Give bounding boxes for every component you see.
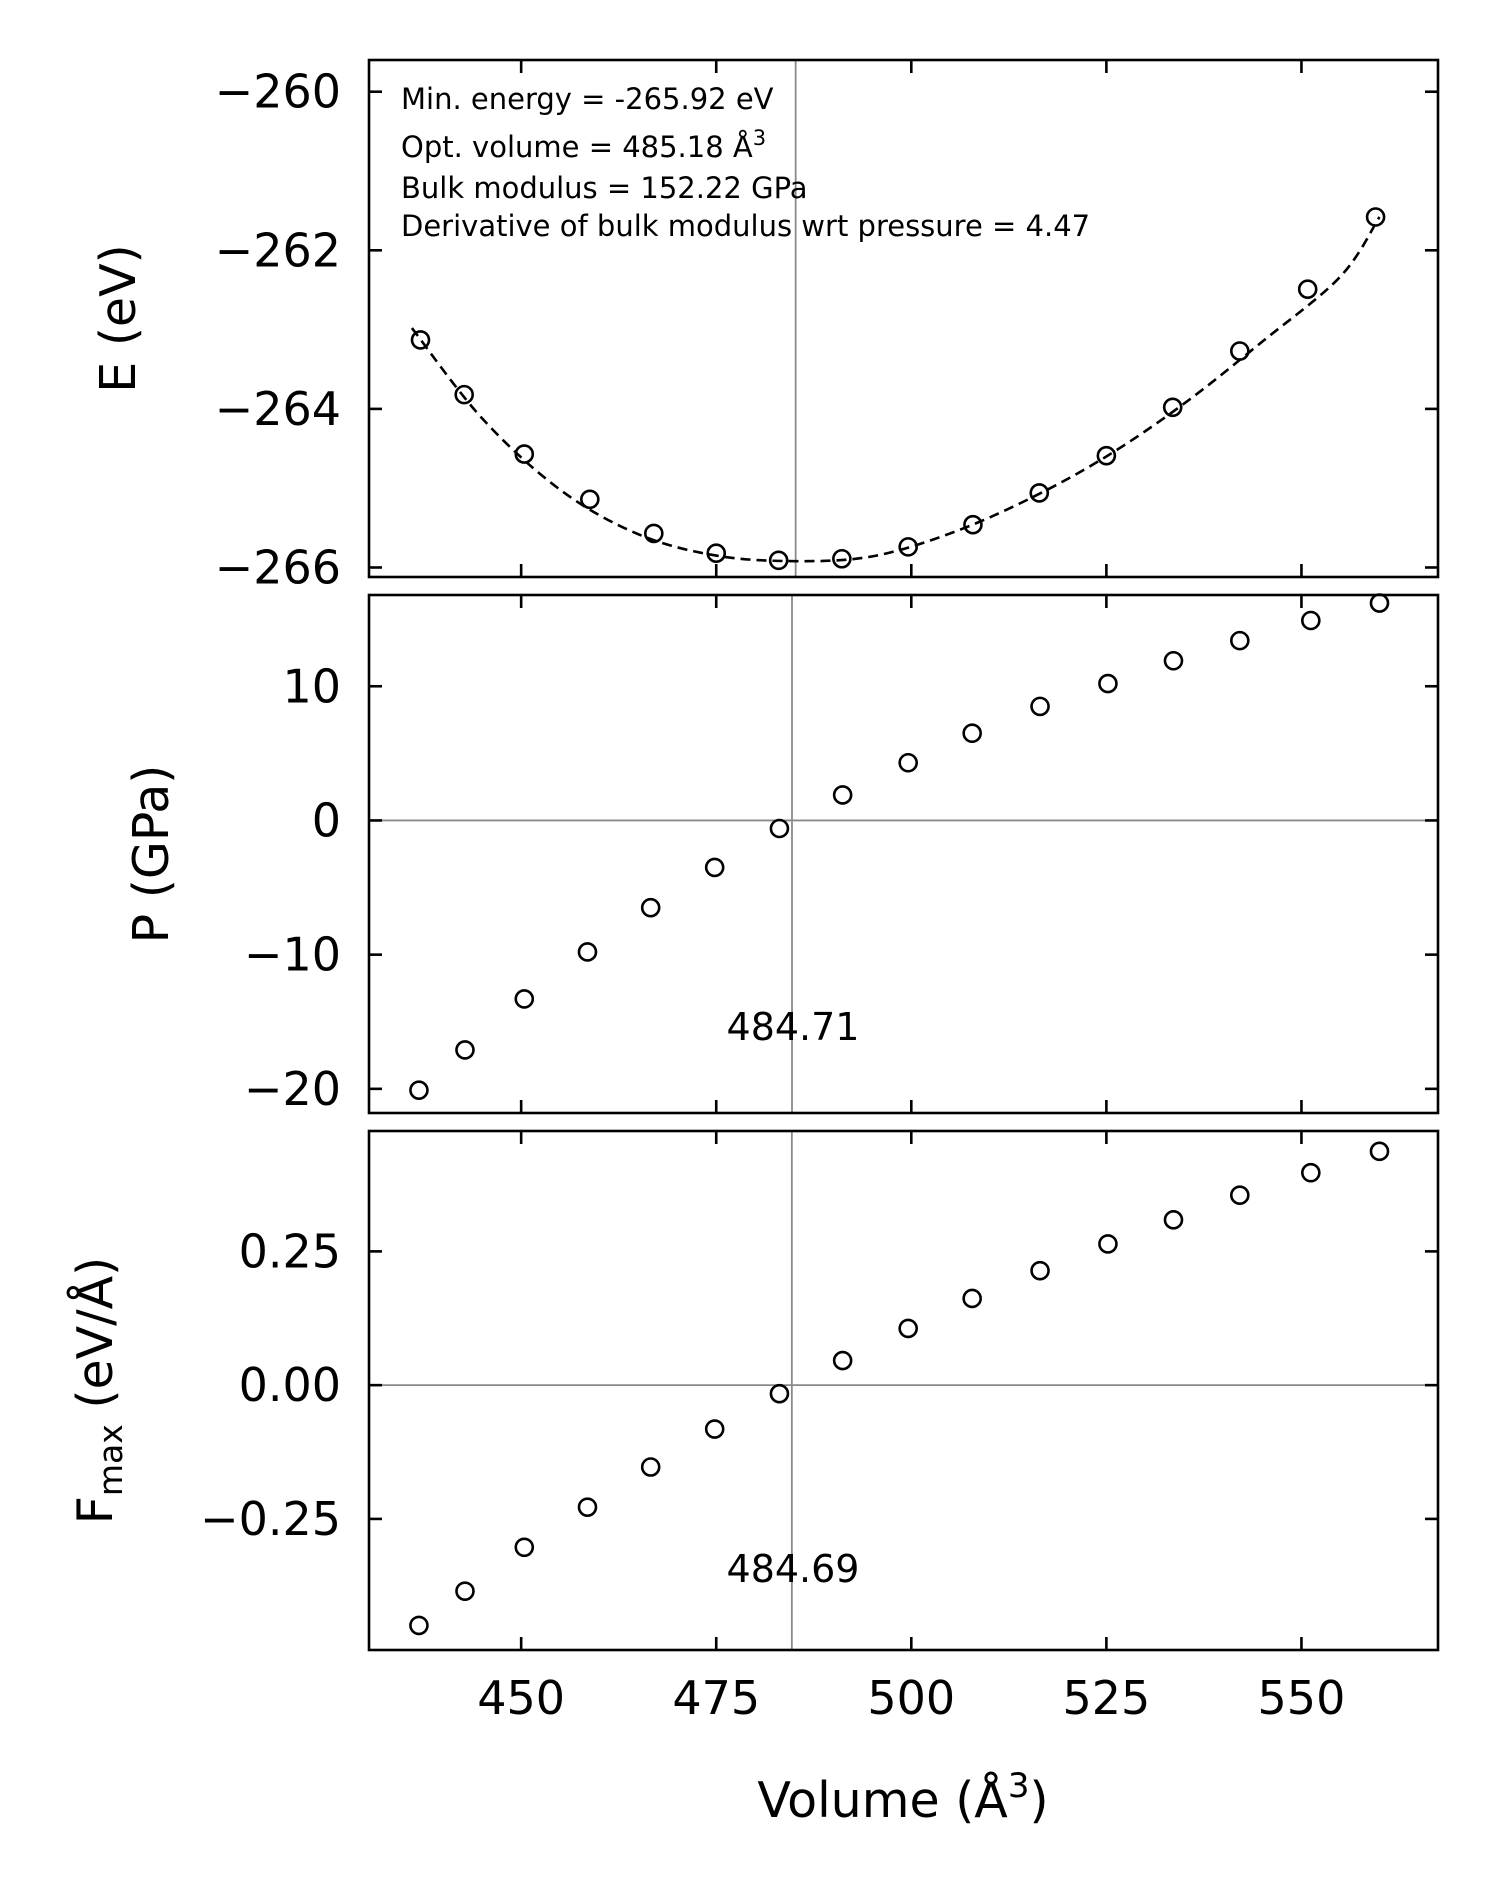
energy-data-point [768, 550, 789, 571]
energy-data-point [1029, 483, 1050, 503]
pressure-data-point [1230, 630, 1250, 651]
energy-data-point [1230, 341, 1250, 361]
force-y-tick-label: 0.00 [239, 1358, 341, 1412]
pressure-data-point [898, 752, 918, 773]
energy-y-tick-label: −266 [215, 540, 341, 594]
force-data-point [1369, 1141, 1390, 1162]
pressure-data-point [514, 989, 535, 1009]
force-crossing-label: 484.69 [727, 1547, 860, 1591]
energy-data-point [410, 330, 431, 350]
pressure-data-point [455, 1040, 475, 1060]
pressure-data-point [962, 723, 982, 744]
force-data-point [962, 1288, 982, 1309]
energy-y-tick-label: −262 [215, 223, 341, 277]
pressure-data-point [577, 942, 598, 962]
force-y-axis-label-units: (eV/Å) [65, 1257, 124, 1425]
force-data-point [577, 1497, 598, 1517]
force-plot-frame [367, 1129, 1440, 1652]
energy-data-point [1365, 207, 1386, 227]
pressure-y-axis-label: P (GPa) [123, 765, 180, 944]
force-panel: 0.25 0.00 −0.25 450 475 500 525 550 Fmax (eV/Å… [65, 1129, 1440, 1829]
x-tick-label: 475 [672, 1671, 760, 1725]
x-tick-label: 550 [1258, 1671, 1346, 1725]
energy-data-point [1096, 445, 1117, 466]
pressure-data-point [640, 897, 661, 918]
force-data-point [832, 1350, 853, 1371]
pressure-crossing-label: 484.71 [727, 1005, 860, 1049]
force-data-point [455, 1581, 475, 1601]
pressure-data-point [1163, 650, 1184, 671]
x-tick-label: 450 [477, 1671, 565, 1725]
force-y-tick-label: 0.25 [239, 1224, 341, 1278]
pressure-data-point [704, 857, 725, 878]
force-y-axis-label: Fmax (eV/Å) [65, 1257, 130, 1525]
force-y-tick-label: −0.25 [200, 1492, 341, 1546]
pressure-data-point [1301, 610, 1321, 631]
force-y-axis-label-subscript: max [91, 1424, 130, 1496]
pressure-data-point [769, 818, 790, 839]
energy-data-point [706, 543, 727, 564]
pressure-y-tick-label: 0 [312, 793, 341, 847]
force-data-point [1301, 1162, 1321, 1183]
force-data-point [1030, 1260, 1050, 1281]
x-tick-label: 500 [867, 1671, 955, 1725]
energy-fit-curve [410, 216, 1381, 563]
energy-y-axis-label: E (eV) [90, 244, 147, 392]
energy-data-point [963, 514, 983, 535]
annotation-opt-volume-superscript: 3 [753, 126, 766, 150]
energy-data-point [832, 548, 852, 569]
force-data-point [1163, 1210, 1184, 1230]
pressure-y-tick-label: 10 [282, 659, 341, 713]
force-data-point [704, 1419, 725, 1439]
energy-data-point [580, 489, 600, 510]
energy-plot-frame [367, 58, 1440, 579]
energy-data-point [1297, 279, 1318, 299]
annotation-bulk-modulus-derivative: Derivative of bulk modulus wrt pressure … [401, 209, 1090, 243]
force-data-point [898, 1318, 918, 1339]
pressure-data-point [832, 785, 853, 805]
x-tick-label: 525 [1062, 1671, 1150, 1725]
x-axis-label: Volume (Å3) [757, 1766, 1048, 1829]
annotation-opt-volume-text: Opt. volume = 485.18 Å [401, 130, 753, 164]
energy-y-tick-label: −260 [215, 65, 341, 119]
force-data-point [514, 1537, 535, 1558]
fit-annotation: Min. energy = -265.92 eV Opt. volume = 4… [401, 82, 1090, 243]
energy-panel: −260 −262 −264 −266 E (eV) Min. energy = -2… [90, 58, 1440, 594]
energy-data-point [514, 444, 535, 464]
pressure-data-point [1030, 696, 1050, 717]
force-data-point [640, 1457, 661, 1477]
pressure-data-point [1098, 673, 1118, 694]
pressure-plot-frame [367, 593, 1440, 1115]
x-axis-label-close: ) [1029, 1772, 1048, 1829]
pressure-y-tick-label: −20 [244, 1062, 341, 1116]
x-axis-label-superscript: 3 [1008, 1766, 1030, 1806]
energy-y-tick-label: −264 [215, 382, 341, 436]
force-data-point [1230, 1185, 1250, 1206]
annotation-min-energy: Min. energy = -265.92 eV [401, 82, 774, 116]
pressure-data-point [1369, 593, 1390, 613]
x-axis-label-main: Volume (Å [757, 1770, 1008, 1829]
energy-data-point [644, 523, 664, 544]
energy-data-point [1162, 397, 1183, 418]
energy-data-point [898, 537, 918, 557]
annotation-opt-volume: Opt. volume = 485.18 Å3 [401, 126, 766, 164]
pressure-data-point [409, 1080, 429, 1100]
energy-data-point [454, 384, 474, 405]
annotation-bulk-modulus: Bulk modulus = 152.22 GPa [401, 171, 808, 205]
pressure-y-tick-label: −10 [244, 928, 341, 982]
force-data-point [1098, 1234, 1118, 1254]
force-y-axis-label-main: F [67, 1496, 124, 1524]
force-data-point [409, 1615, 429, 1636]
pressure-panel: 10 0 −10 −20 P (GPa) 484.71 [123, 593, 1440, 1116]
force-data-point [769, 1383, 790, 1404]
